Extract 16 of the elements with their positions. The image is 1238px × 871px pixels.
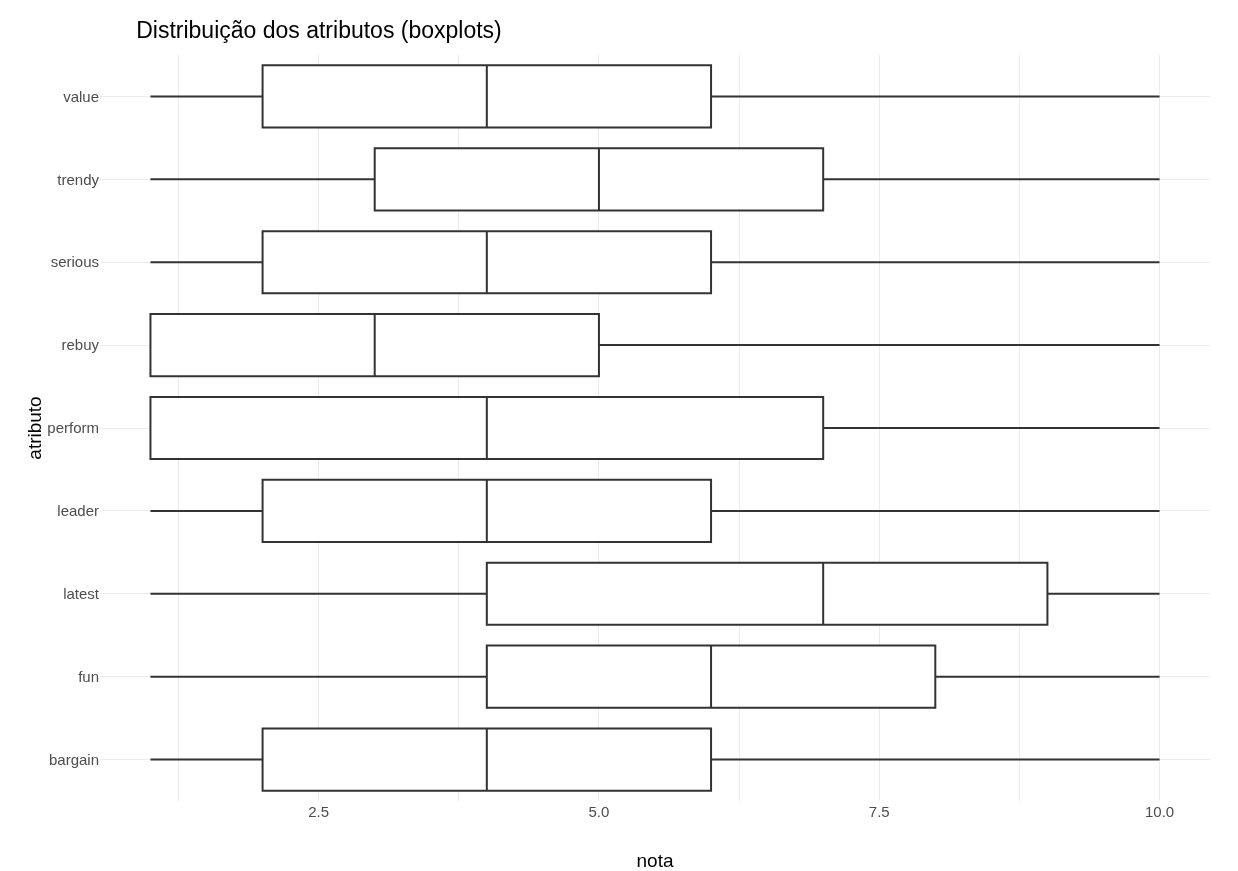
x-axis-title: nota (636, 850, 674, 871)
y-tick-label: perform (47, 419, 99, 437)
x-tick-label: 7.5 (868, 803, 890, 820)
x-tick-label: 5.0 (588, 803, 610, 820)
y-axis-title: atributo (24, 396, 46, 460)
y-tick-label: fun (78, 667, 99, 685)
x-tick-label: 2.5 (308, 803, 330, 820)
y-tick-label: latest (63, 585, 100, 603)
chart-title: Distribuição dos atributos (boxplots) (136, 16, 502, 43)
y-tick-label: bargain (48, 750, 99, 768)
y-tick-label: rebuy (61, 336, 100, 354)
y-tick-label: value (63, 87, 99, 105)
x-tick-label: 10.0 (1144, 803, 1175, 820)
y-tick-label: leader (57, 502, 99, 520)
y-tick-label: trendy (57, 170, 100, 188)
y-tick-label: serious (50, 253, 99, 271)
